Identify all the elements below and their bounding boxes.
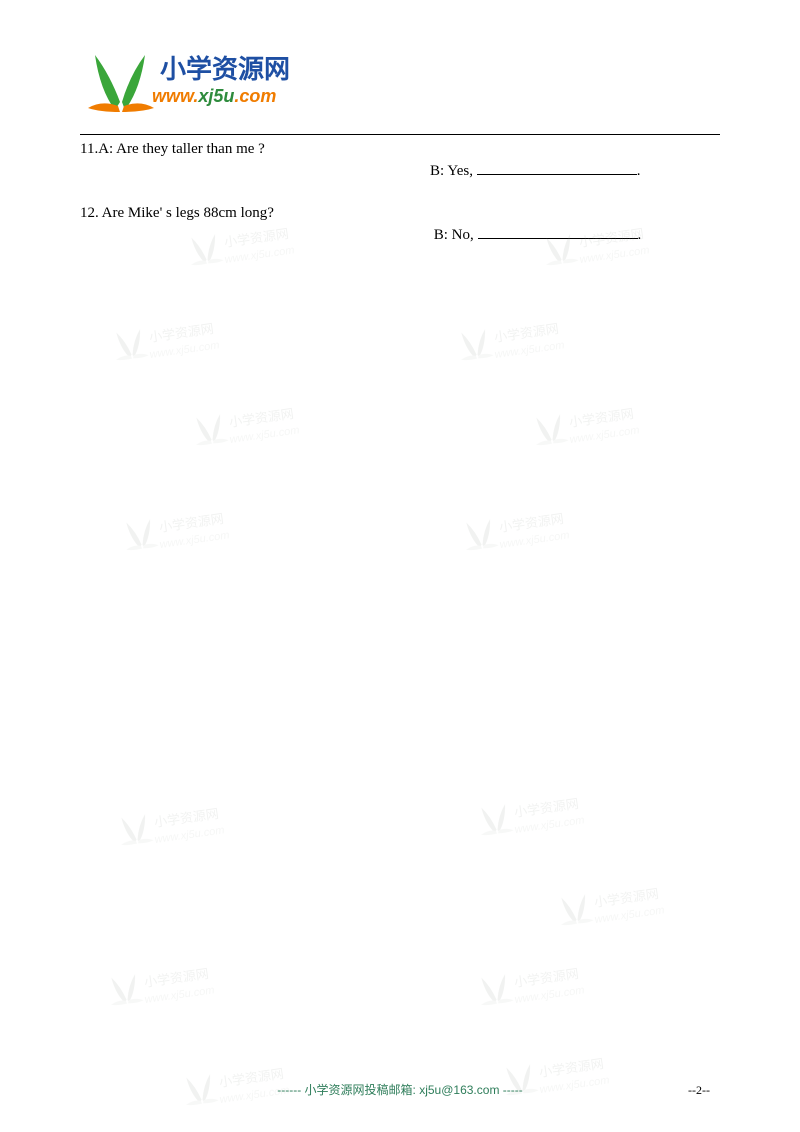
svg-text:小学资源网: 小学资源网 xyxy=(493,321,559,345)
question-a: 11.A: Are they taller than me ? xyxy=(80,139,400,203)
watermark-icon: 小学资源网 www.xj5u.com xyxy=(455,315,605,365)
logo-title: 小学资源网 xyxy=(160,54,290,84)
answer-suffix: . xyxy=(638,227,642,243)
question-b: B: Yes, . xyxy=(400,139,720,203)
header-rule xyxy=(80,134,720,135)
watermark-icon: 小学资源网 www.xj5u.com xyxy=(475,790,625,840)
watermark-icon: 小学资源网 www.xj5u.com xyxy=(460,505,610,555)
svg-text:www.xj5u.com: www.xj5u.com xyxy=(152,86,276,106)
svg-text:小学资源网: 小学资源网 xyxy=(513,966,579,990)
page-number: --2-- xyxy=(688,1083,710,1098)
question-line: 11.A: Are they taller than me ? B: Yes, … xyxy=(80,139,720,203)
svg-text:小学资源网: 小学资源网 xyxy=(513,796,579,820)
svg-text:www.xj5u.com: www.xj5u.com xyxy=(569,424,640,446)
svg-text:www.xj5u.com: www.xj5u.com xyxy=(149,339,220,361)
svg-text:小学资源网: 小学资源网 xyxy=(148,321,214,345)
watermark-icon: 小学资源网 www.xj5u.com xyxy=(475,960,625,1010)
answer-blank[interactable] xyxy=(477,160,637,175)
svg-text:小学资源网: 小学资源网 xyxy=(143,966,209,990)
logo-svg: 小学资源网 www.xj5u.com xyxy=(80,40,300,125)
question-line: 12. Are Mike' s legs 88cm long? B: No, . xyxy=(80,203,720,267)
svg-text:小学资源网: 小学资源网 xyxy=(153,806,219,830)
watermark-icon: 小学资源网 www.xj5u.com xyxy=(530,400,680,450)
svg-text:小学资源网: 小学资源网 xyxy=(228,406,294,430)
svg-text:www.xj5u.com: www.xj5u.com xyxy=(514,814,585,836)
watermark-icon: 小学资源网 www.xj5u.com xyxy=(555,880,705,930)
svg-text:www.xj5u.com: www.xj5u.com xyxy=(494,339,565,361)
svg-text:www.xj5u.com: www.xj5u.com xyxy=(154,824,225,846)
svg-text:小学资源网: 小学资源网 xyxy=(568,406,634,430)
question-b: B: No, . xyxy=(400,203,720,267)
svg-text:www.xj5u.com: www.xj5u.com xyxy=(144,984,215,1006)
answer-prefix: B: No, xyxy=(430,227,478,243)
svg-text:www.xj5u.com: www.xj5u.com xyxy=(594,904,665,926)
answer-blank[interactable] xyxy=(478,224,638,239)
svg-text:www.xj5u.com: www.xj5u.com xyxy=(514,984,585,1006)
svg-text:小学资源网: 小学资源网 xyxy=(158,511,224,535)
content-area: 11.A: Are they taller than me ? B: Yes, … xyxy=(80,139,720,267)
question-a: 12. Are Mike' s legs 88cm long? xyxy=(80,203,400,267)
watermark-icon: 小学资源网 www.xj5u.com xyxy=(110,315,260,365)
svg-text:www.xj5u.com: www.xj5u.com xyxy=(499,529,570,551)
svg-text:www.xj5u.com: www.xj5u.com xyxy=(229,424,300,446)
watermark-icon: 小学资源网 www.xj5u.com xyxy=(105,960,255,1010)
svg-text:小学资源网: 小学资源网 xyxy=(538,1056,604,1080)
document-page: 小学资源网 www.xj5u.com 11.A: Are they taller… xyxy=(0,0,800,1132)
svg-text:www.xj5u.com: www.xj5u.com xyxy=(159,529,230,551)
watermark-icon: 小学资源网 www.xj5u.com xyxy=(120,505,270,555)
watermark-icon: 小学资源网 www.xj5u.com xyxy=(190,400,340,450)
header-logo: 小学资源网 www.xj5u.com xyxy=(80,40,720,130)
footer-text: ------ 小学资源网投稿邮箱: xj5u@163.com ----- xyxy=(0,1081,800,1098)
svg-text:小学资源网: 小学资源网 xyxy=(498,511,564,535)
answer-prefix: B: Yes, xyxy=(430,163,477,179)
answer-suffix: . xyxy=(637,163,641,179)
svg-text:小学资源网: 小学资源网 xyxy=(593,886,659,910)
watermark-icon: 小学资源网 www.xj5u.com xyxy=(115,800,265,850)
